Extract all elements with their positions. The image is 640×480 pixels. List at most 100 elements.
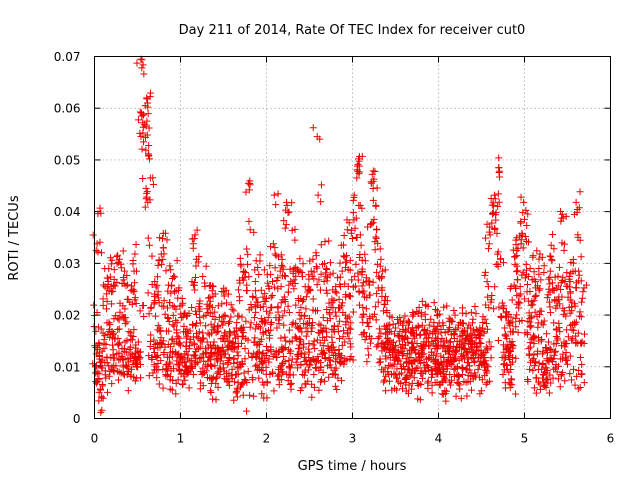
data-point: [251, 362, 259, 370]
data-point: [119, 370, 127, 378]
data-point: [516, 283, 524, 291]
data-point: [418, 297, 426, 305]
data-point: [188, 357, 196, 365]
data-point: [166, 299, 174, 307]
data-point: [482, 320, 490, 328]
data-point: [326, 310, 334, 318]
data-point: [328, 333, 336, 341]
data-point: [349, 356, 357, 364]
data-point: [531, 293, 539, 301]
data-point: [235, 312, 243, 320]
data-point: [233, 319, 241, 327]
y-tick-label: 0.01: [54, 360, 81, 374]
data-point: [128, 336, 136, 344]
data-point: [278, 261, 286, 269]
data-point: [513, 311, 521, 319]
data-point: [539, 321, 547, 329]
data-point: [286, 381, 294, 389]
data-point: [186, 327, 194, 335]
data-point: [265, 285, 273, 293]
data-point: [478, 376, 486, 384]
data-point: [138, 145, 146, 153]
data-point: [509, 328, 517, 336]
data-point: [95, 388, 103, 396]
data-point: [450, 331, 458, 339]
data-point: [171, 273, 179, 281]
data-point: [501, 332, 509, 340]
data-point: [567, 336, 575, 344]
data-point: [262, 363, 270, 371]
data-point: [458, 364, 466, 372]
data-point: [557, 208, 565, 216]
data-point: [315, 356, 323, 364]
data-point: [369, 278, 377, 286]
data-point: [270, 387, 278, 395]
data-point: [500, 360, 508, 368]
data-point: [309, 341, 317, 349]
data-point: [121, 313, 129, 321]
data-point: [378, 366, 386, 374]
data-point: [509, 246, 517, 254]
data-point: [374, 239, 382, 247]
data-point: [568, 303, 576, 311]
data-point: [374, 334, 382, 342]
data-point: [349, 235, 356, 243]
data-point: [343, 226, 351, 234]
data-point: [180, 310, 188, 318]
data-point: [576, 384, 584, 392]
data-point: [545, 389, 553, 397]
data-point: [322, 272, 330, 280]
data-point: [494, 262, 502, 270]
data-point: [538, 253, 546, 261]
data-point: [532, 291, 540, 299]
data-point: [267, 243, 275, 251]
data-point: [513, 300, 521, 308]
data-point: [286, 265, 294, 273]
data-point: [192, 310, 200, 318]
data-point: [115, 376, 123, 384]
data-point: [511, 260, 519, 268]
data-point: [539, 360, 547, 368]
data-point: [352, 260, 360, 268]
data-point: [313, 264, 321, 272]
data-point: [451, 353, 459, 361]
data-point: [477, 340, 485, 348]
data-point: [193, 226, 201, 234]
data-point: [421, 310, 429, 318]
data-point: [526, 350, 534, 358]
data-point: [408, 385, 416, 393]
data-point: [294, 294, 302, 302]
data-point: [209, 395, 217, 403]
data-point: [256, 324, 264, 332]
data-point: [139, 111, 147, 119]
x-tick-label: 1: [177, 432, 185, 446]
data-point: [359, 289, 367, 297]
data-point: [342, 290, 350, 298]
data-point: [292, 358, 300, 366]
data-point: [479, 318, 487, 326]
data-point: [317, 198, 325, 206]
data-point: [398, 385, 406, 393]
data-point: [278, 368, 286, 376]
data-point: [484, 283, 492, 291]
data-point: [360, 287, 368, 295]
data-point: [529, 367, 537, 375]
data-point: [524, 376, 532, 384]
data-point: [144, 234, 152, 242]
data-point: [546, 267, 554, 275]
data-point: [549, 231, 557, 239]
data-point: [342, 252, 350, 260]
data-point: [297, 336, 305, 344]
data-point: [468, 386, 476, 394]
data-point: [489, 209, 497, 217]
data-point: [288, 226, 296, 234]
data-point: [456, 381, 464, 389]
data-point: [148, 280, 156, 288]
data-point: [362, 305, 370, 313]
data-point: [488, 219, 496, 227]
data-point: [462, 366, 470, 374]
data-point: [572, 284, 580, 292]
data-point: [546, 371, 554, 379]
data-point: [108, 334, 116, 342]
data-point: [368, 220, 376, 228]
